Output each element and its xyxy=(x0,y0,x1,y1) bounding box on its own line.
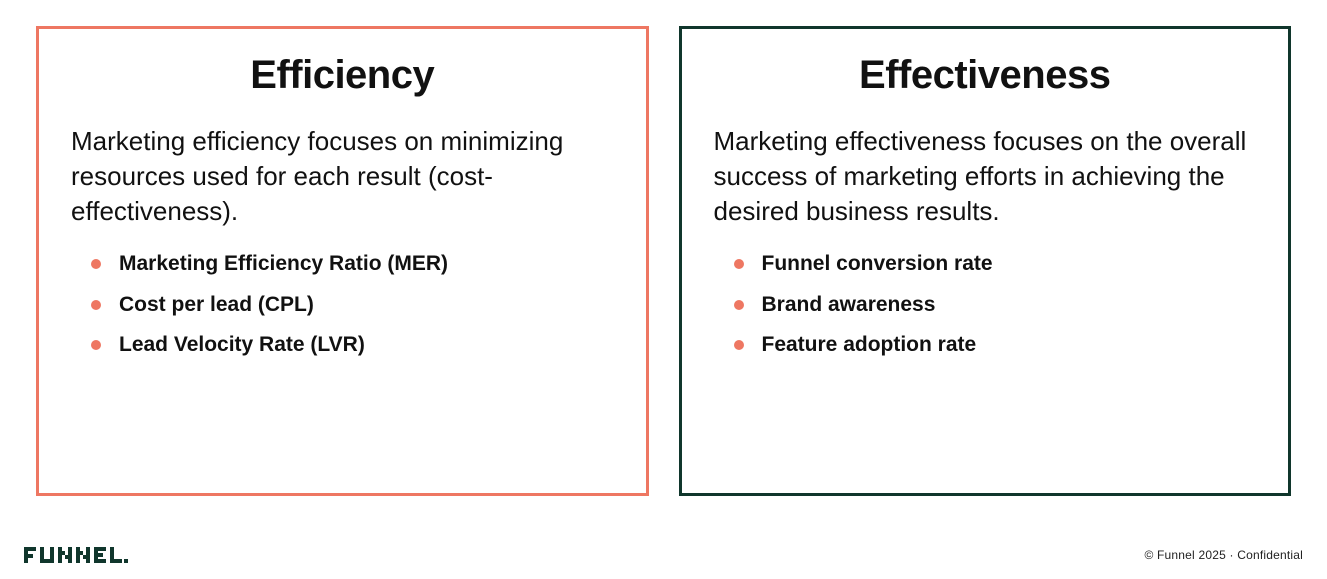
list-item: Brand awareness xyxy=(728,292,1257,318)
panel-efficiency: Efficiency Marketing efficiency focuses … xyxy=(36,26,649,496)
panel-efficiency-bullets: Marketing Efficiency Ratio (MER) Cost pe… xyxy=(71,251,614,358)
panels-container: Efficiency Marketing efficiency focuses … xyxy=(0,0,1327,496)
list-item: Cost per lead (CPL) xyxy=(85,292,614,318)
panel-efficiency-title: Efficiency xyxy=(71,53,614,98)
panel-effectiveness-description: Marketing effectiveness focuses on the o… xyxy=(714,124,1257,229)
funnel-logo xyxy=(24,545,128,565)
panel-effectiveness: Effectiveness Marketing effectiveness fo… xyxy=(679,26,1292,496)
panel-effectiveness-title: Effectiveness xyxy=(714,53,1257,98)
funnel-logo-icon xyxy=(24,545,128,565)
list-item: Marketing Efficiency Ratio (MER) xyxy=(85,251,614,277)
footer: © Funnel 2025 · Confidential xyxy=(0,545,1327,565)
copyright-text: © Funnel 2025 · Confidential xyxy=(1144,548,1303,562)
list-item: Feature adoption rate xyxy=(728,332,1257,358)
panel-effectiveness-bullets: Funnel conversion rate Brand awareness F… xyxy=(714,251,1257,358)
panel-efficiency-description: Marketing efficiency focuses on minimizi… xyxy=(71,124,614,229)
list-item: Lead Velocity Rate (LVR) xyxy=(85,332,614,358)
list-item: Funnel conversion rate xyxy=(728,251,1257,277)
